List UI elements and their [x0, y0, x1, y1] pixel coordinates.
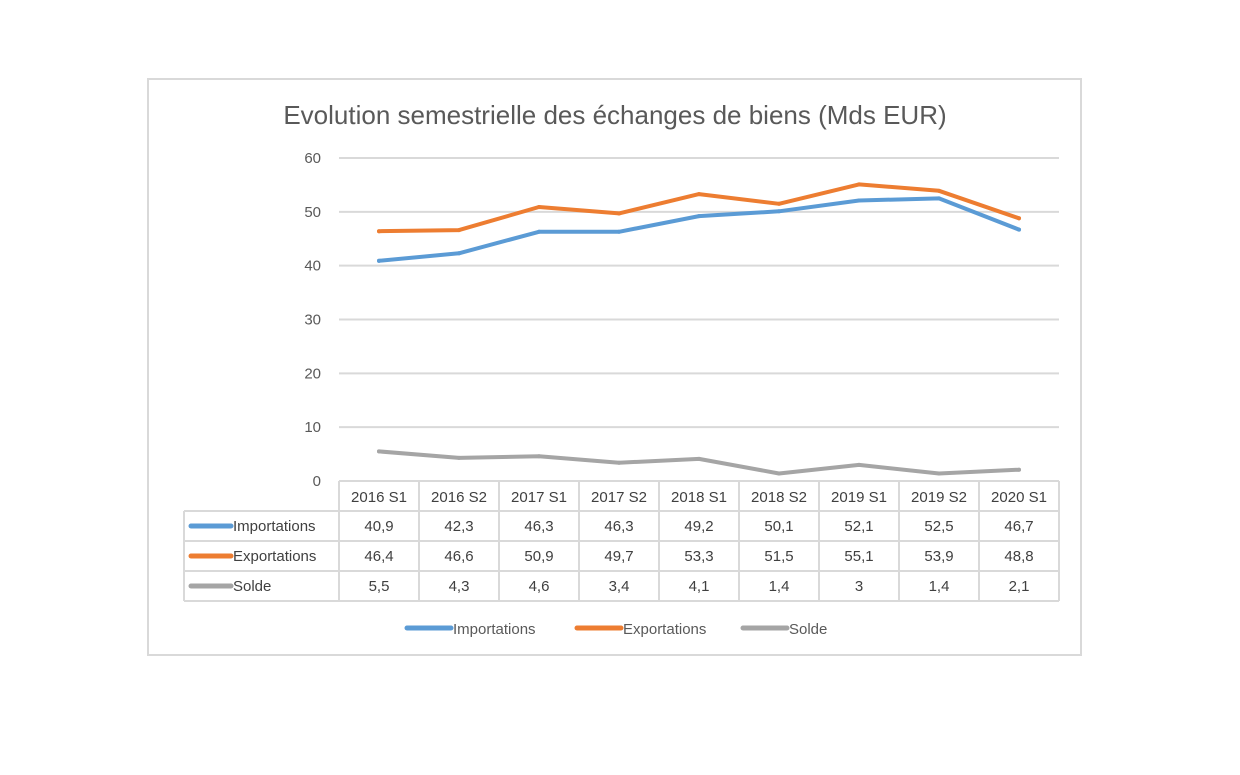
y-tick-label: 40 — [304, 258, 321, 275]
y-tick-label: 60 — [304, 150, 321, 167]
data-point-importations-2 — [537, 229, 541, 234]
table-header-cell: 2016 S2 — [431, 489, 487, 506]
table-cell: 4,3 — [449, 578, 470, 595]
table-cell: 46,6 — [444, 548, 473, 565]
legend-label: Importations — [453, 621, 536, 638]
data-point-exportations-7 — [937, 188, 941, 193]
table-cell: 50,9 — [524, 548, 553, 565]
table-cell: 2,1 — [1009, 578, 1030, 595]
data-point-importations-7 — [937, 196, 941, 201]
table-cell: 42,3 — [444, 518, 473, 535]
table-header-cell: 2017 S1 — [511, 489, 567, 506]
legend-label: Exportations — [623, 621, 706, 638]
data-point-importations-6 — [857, 198, 861, 203]
data-point-importations-5 — [777, 209, 781, 214]
table-header-cell: 2018 S1 — [671, 489, 727, 506]
legend: Importations Exportations Solde — [404, 621, 827, 638]
data-point-solde-6 — [857, 462, 861, 467]
table-cell: 51,5 — [764, 548, 793, 565]
series-layer — [377, 182, 1021, 476]
table-cell: 46,4 — [364, 548, 393, 565]
table-cell: 55,1 — [844, 548, 873, 565]
y-tick-label: 10 — [304, 419, 321, 436]
data-point-solde-0 — [377, 449, 381, 454]
series-line-importations — [377, 196, 1021, 263]
table-cell: 4,1 — [689, 578, 710, 595]
table-header-cell: 2018 S2 — [751, 489, 807, 506]
y-tick-label: 20 — [304, 365, 321, 382]
data-point-solde-1 — [457, 455, 461, 460]
data-point-solde-5 — [777, 471, 781, 476]
table-cell: 52,1 — [844, 518, 873, 535]
data-point-solde-3 — [617, 460, 621, 465]
data-point-importations-1 — [457, 251, 461, 256]
chart-svg: Evolution semestrielle des échanges de b… — [183, 100, 1060, 638]
table-cell: 40,9 — [364, 518, 393, 535]
data-point-importations-3 — [617, 229, 621, 234]
table-header-cell: 2017 S2 — [591, 489, 647, 506]
data-point-exportations-0 — [377, 229, 381, 234]
table-cell: 3 — [855, 578, 863, 595]
data-point-importations-0 — [377, 258, 381, 263]
data-point-exportations-2 — [537, 204, 541, 209]
data-point-exportations-3 — [617, 211, 621, 216]
table-cell: 5,5 — [369, 578, 390, 595]
table-cell: 49,7 — [604, 548, 633, 565]
data-point-exportations-6 — [857, 182, 861, 187]
data-point-solde-8 — [1017, 467, 1021, 472]
table-header-cell: 2016 S1 — [351, 489, 407, 506]
table-cell: 1,4 — [769, 578, 790, 595]
data-point-importations-8 — [1017, 227, 1021, 232]
table-header-cell: 2019 S1 — [831, 489, 887, 506]
chart-frame: Evolution semestrielle des échanges de b… — [147, 78, 1082, 656]
table-cell: 50,1 — [764, 518, 793, 535]
data-point-exportations-8 — [1017, 216, 1021, 221]
table-row-label: Solde — [233, 578, 271, 595]
table-cell: 53,9 — [924, 548, 953, 565]
legend-label: Solde — [789, 621, 827, 638]
table-row-label: Exportations — [233, 548, 316, 565]
y-tick-label: 30 — [304, 312, 321, 329]
data-point-exportations-4 — [697, 192, 701, 197]
data-point-solde-4 — [697, 456, 701, 461]
data-point-importations-4 — [697, 214, 701, 219]
table-cell: 49,2 — [684, 518, 713, 535]
y-axis-ticks: 0 10 20 30 40 50 60 — [304, 150, 321, 490]
series-line-solde — [377, 449, 1021, 476]
data-point-solde-7 — [937, 471, 941, 476]
table-cell: 1,4 — [929, 578, 950, 595]
data-point-solde-2 — [537, 454, 541, 459]
table-row-label: Importations — [233, 518, 316, 535]
table-cell: 4,6 — [529, 578, 550, 595]
chart-title: Evolution semestrielle des échanges de b… — [283, 100, 946, 130]
series-line-exportations — [377, 182, 1021, 234]
data-point-exportations-1 — [457, 228, 461, 233]
table-cell: 52,5 — [924, 518, 953, 535]
table-cell: 46,7 — [1004, 518, 1033, 535]
table-cell: 53,3 — [684, 548, 713, 565]
data-point-exportations-5 — [777, 201, 781, 206]
table-cell: 3,4 — [609, 578, 630, 595]
y-tick-label: 50 — [304, 204, 321, 221]
y-tick-label: 0 — [313, 473, 321, 490]
table-cell: 48,8 — [1004, 548, 1033, 565]
table-header-cell: 2019 S2 — [911, 489, 967, 506]
table-cell: 46,3 — [524, 518, 553, 535]
table-header-cell: 2020 S1 — [991, 489, 1047, 506]
grid-layer — [339, 157, 1059, 429]
table-cell: 46,3 — [604, 518, 633, 535]
data-table: 2016 S1 2016 S2 2017 S1 2017 S2 2018 S1 2018 … — [183, 480, 1060, 602]
